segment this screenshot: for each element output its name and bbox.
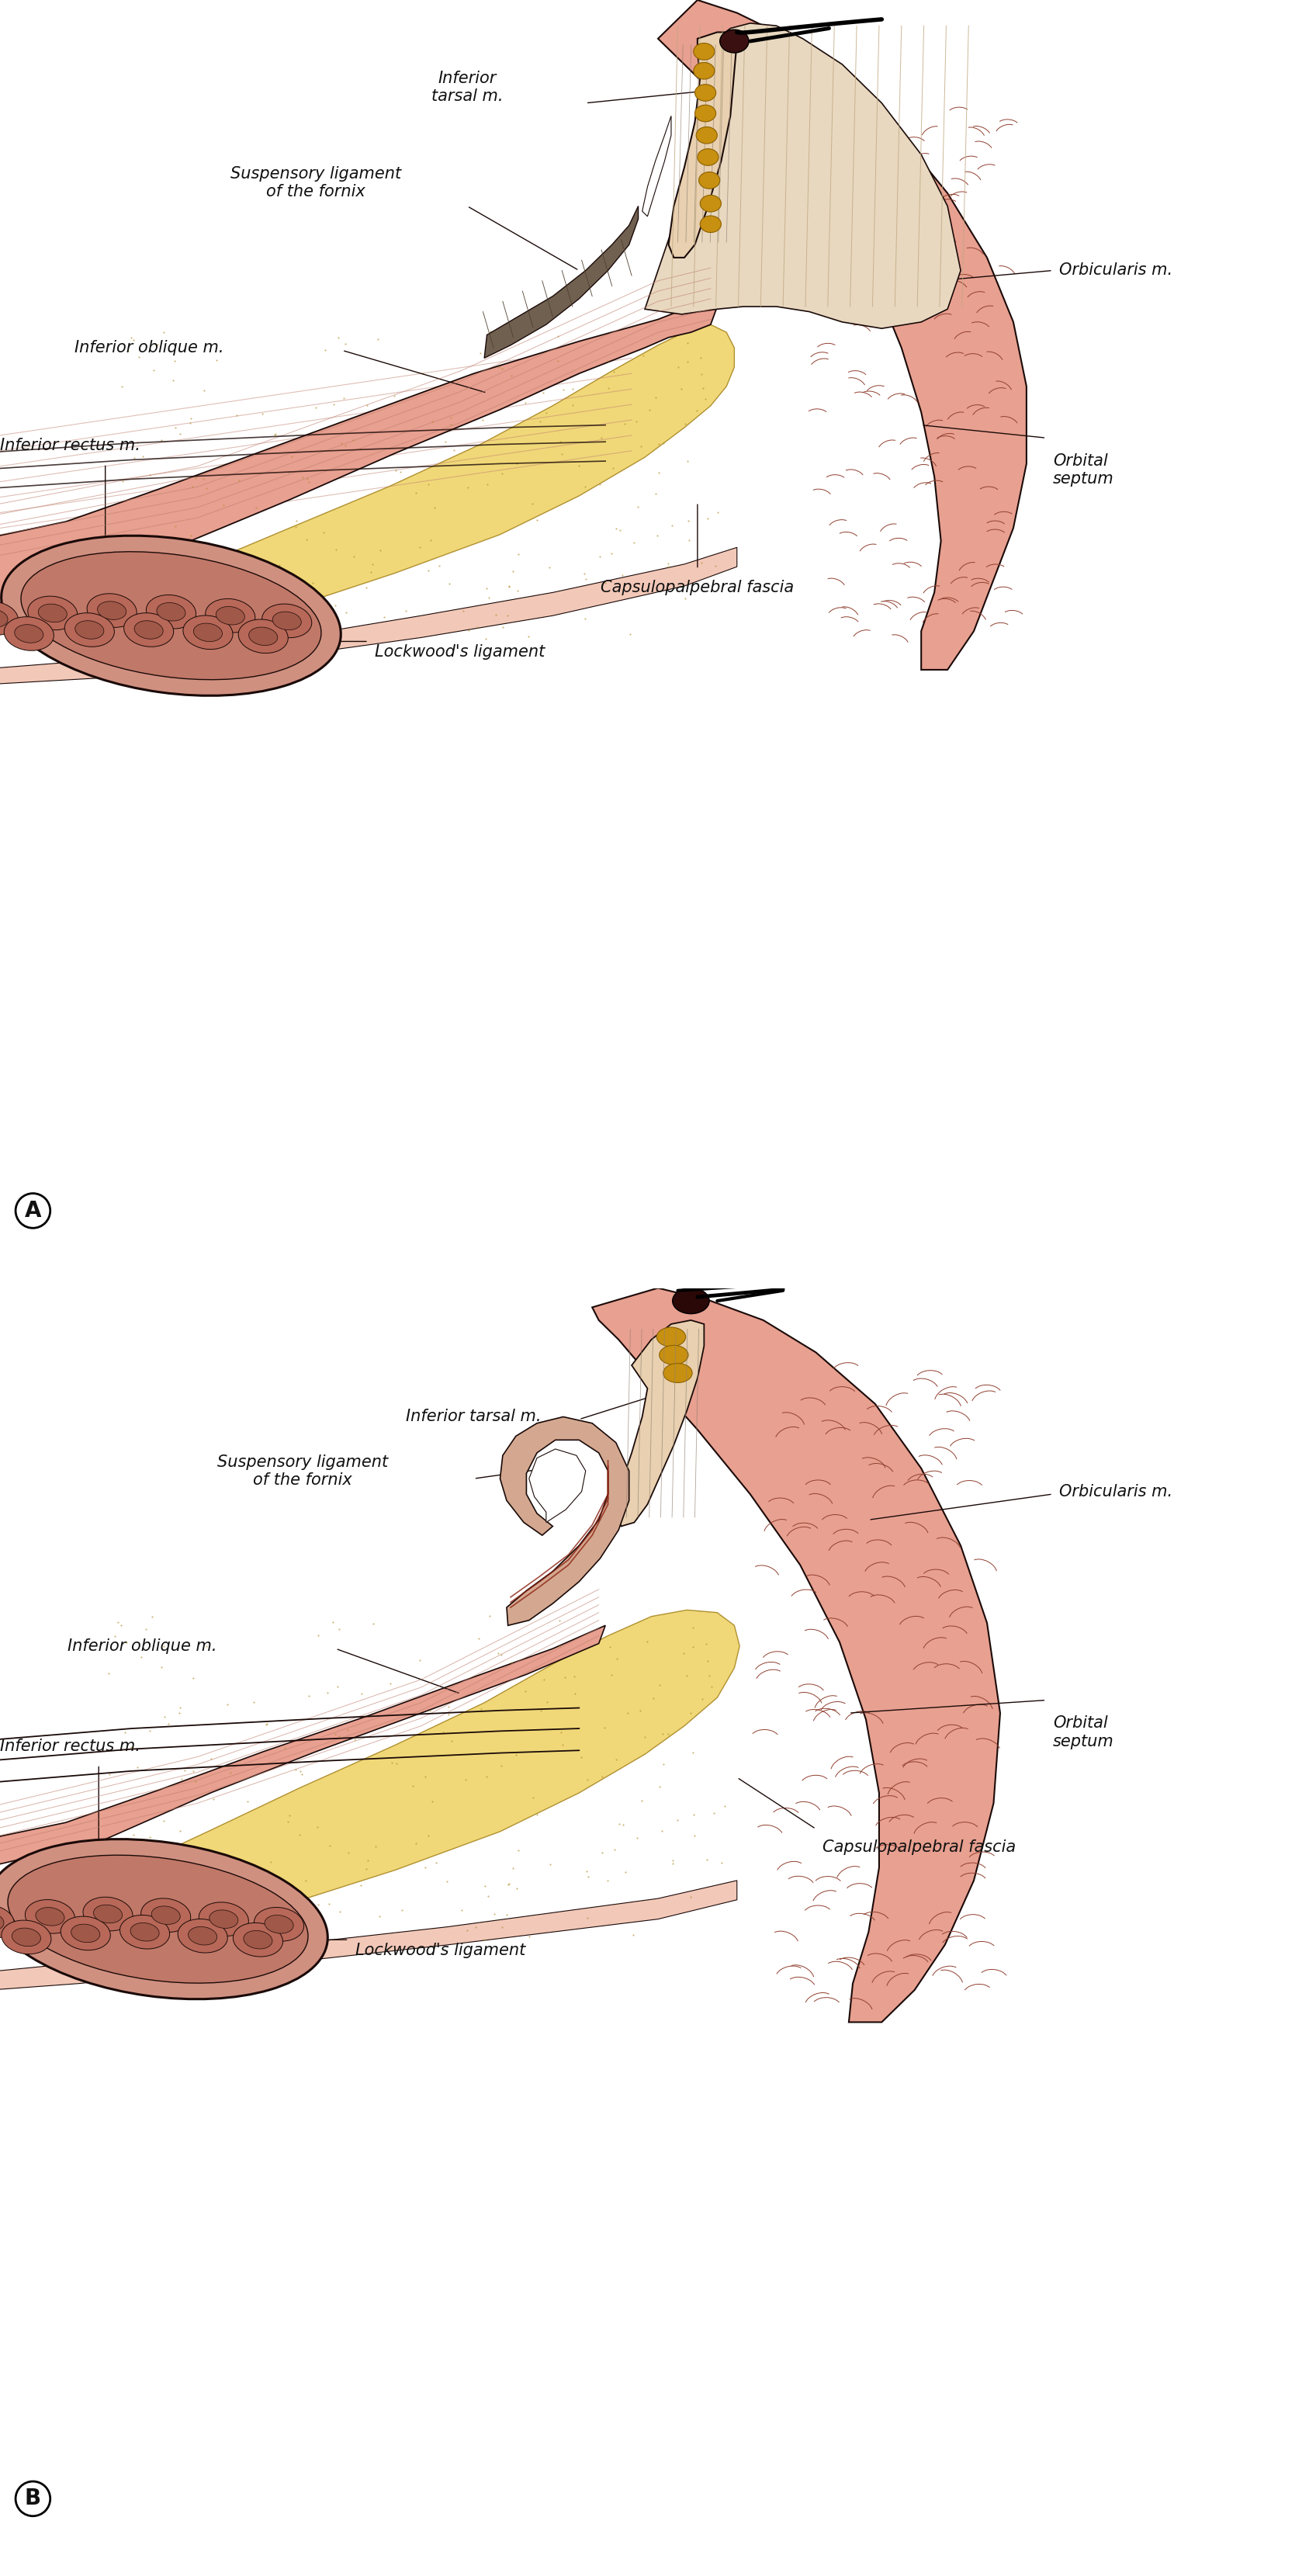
Ellipse shape [265, 1914, 293, 1935]
Text: Capsulopalpebral fascia: Capsulopalpebral fascia [601, 580, 794, 595]
Polygon shape [592, 1288, 1000, 2022]
Ellipse shape [141, 1899, 191, 1932]
Polygon shape [0, 1625, 605, 1870]
Ellipse shape [238, 618, 288, 654]
Ellipse shape [83, 1896, 133, 1932]
Text: Inferior
tarsal m.: Inferior tarsal m. [432, 70, 503, 106]
Ellipse shape [695, 85, 716, 100]
Ellipse shape [216, 605, 245, 626]
Text: A: A [25, 1200, 41, 1221]
Polygon shape [484, 206, 638, 358]
Ellipse shape [120, 1914, 170, 1950]
Ellipse shape [130, 1922, 159, 1942]
Text: Orbicularis m.: Orbicularis m. [1059, 1484, 1173, 1499]
Ellipse shape [157, 603, 186, 621]
Ellipse shape [151, 1906, 180, 1924]
Ellipse shape [183, 616, 233, 649]
Polygon shape [76, 1610, 740, 1945]
Text: Capsulopalpebral fascia: Capsulopalpebral fascia [822, 1839, 1016, 1855]
Text: Inferior rectus m.: Inferior rectus m. [0, 1739, 141, 1754]
Ellipse shape [694, 62, 715, 80]
Ellipse shape [695, 106, 716, 121]
Ellipse shape [134, 621, 163, 639]
Ellipse shape [262, 603, 312, 639]
Text: Orbital
septum: Orbital septum [1053, 453, 1113, 487]
Ellipse shape [659, 1345, 688, 1365]
Polygon shape [0, 549, 737, 685]
Ellipse shape [71, 1924, 100, 1942]
Polygon shape [645, 23, 961, 327]
Ellipse shape [188, 1927, 217, 1945]
Ellipse shape [720, 31, 749, 54]
Ellipse shape [75, 621, 104, 639]
Polygon shape [529, 1448, 586, 1522]
Text: Orbital
septum: Orbital septum [1053, 1716, 1113, 1749]
Text: Inferior oblique m.: Inferior oblique m. [74, 340, 224, 355]
Ellipse shape [700, 196, 721, 211]
Ellipse shape [663, 1363, 692, 1383]
Ellipse shape [12, 1927, 41, 1947]
Polygon shape [642, 116, 671, 216]
Text: Inferior tarsal m.: Inferior tarsal m. [407, 1409, 541, 1425]
Ellipse shape [233, 1922, 283, 1958]
Ellipse shape [254, 1906, 304, 1942]
Ellipse shape [25, 1899, 75, 1935]
Ellipse shape [8, 1855, 308, 1984]
Ellipse shape [1, 1919, 51, 1955]
Polygon shape [669, 33, 737, 258]
Ellipse shape [0, 608, 8, 629]
Ellipse shape [0, 1911, 4, 1932]
Polygon shape [0, 1880, 737, 1991]
Polygon shape [0, 307, 717, 611]
Text: B: B [25, 2488, 41, 2509]
Ellipse shape [672, 1288, 709, 1314]
Text: Orbicularis m.: Orbicularis m. [1059, 263, 1173, 278]
Ellipse shape [14, 623, 43, 644]
Ellipse shape [700, 216, 721, 232]
Ellipse shape [699, 173, 720, 188]
Ellipse shape [0, 1839, 328, 1999]
Ellipse shape [249, 626, 278, 647]
Ellipse shape [694, 44, 715, 59]
Ellipse shape [36, 1906, 64, 1927]
Ellipse shape [205, 598, 255, 634]
Ellipse shape [199, 1901, 249, 1937]
Ellipse shape [243, 1929, 272, 1950]
Ellipse shape [28, 595, 78, 631]
Ellipse shape [21, 551, 321, 680]
Ellipse shape [146, 595, 196, 629]
Ellipse shape [38, 603, 67, 623]
Text: Lockwood's ligament: Lockwood's ligament [375, 644, 545, 659]
Polygon shape [616, 1319, 704, 1525]
Ellipse shape [93, 1904, 122, 1924]
Polygon shape [79, 325, 734, 644]
Ellipse shape [1, 536, 341, 696]
Ellipse shape [87, 592, 137, 629]
Text: Suspensory ligament
of the fornix: Suspensory ligament of the fornix [230, 165, 401, 201]
Ellipse shape [0, 1904, 14, 1940]
Ellipse shape [61, 1917, 111, 1950]
Ellipse shape [193, 623, 222, 641]
Polygon shape [658, 0, 1026, 670]
Polygon shape [500, 1417, 629, 1625]
Ellipse shape [4, 616, 54, 652]
Ellipse shape [697, 149, 719, 165]
Text: Suspensory ligament
of the fornix: Suspensory ligament of the fornix [217, 1453, 388, 1489]
Ellipse shape [124, 613, 174, 647]
Ellipse shape [97, 600, 126, 621]
Text: Inferior rectus m.: Inferior rectus m. [0, 438, 141, 453]
Ellipse shape [209, 1909, 238, 1929]
Text: Inferior oblique m.: Inferior oblique m. [67, 1638, 217, 1654]
Ellipse shape [178, 1919, 228, 1953]
Ellipse shape [0, 600, 18, 636]
Ellipse shape [696, 126, 717, 144]
Ellipse shape [64, 613, 114, 647]
Text: Lockwood's ligament: Lockwood's ligament [355, 1942, 525, 1958]
Ellipse shape [657, 1327, 686, 1347]
Ellipse shape [272, 611, 301, 631]
